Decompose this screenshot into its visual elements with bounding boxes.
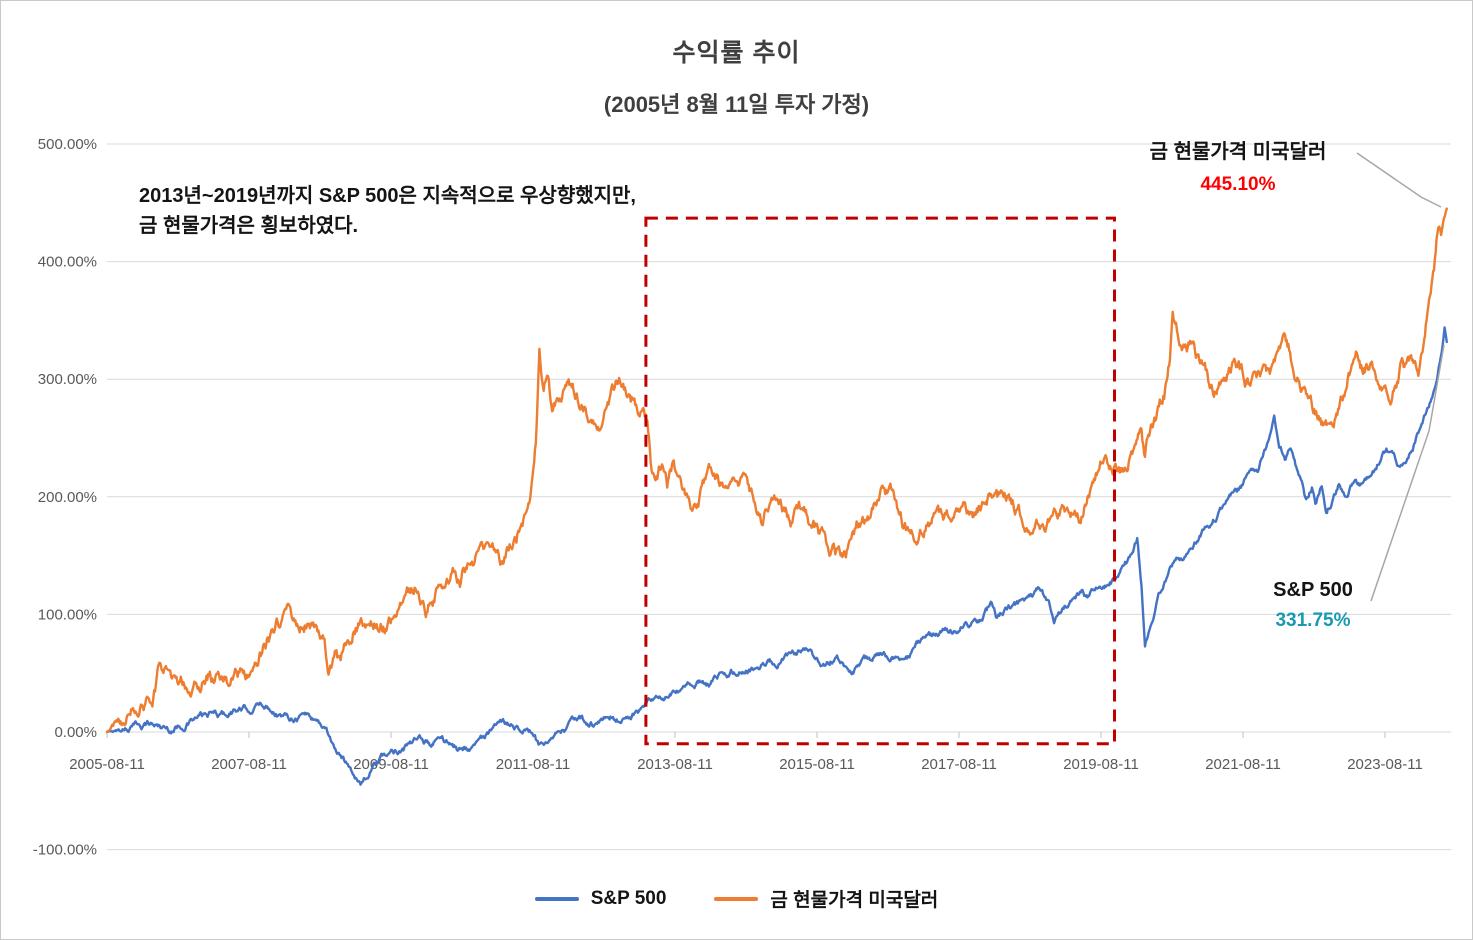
x-axis-label: 2007-08-11 xyxy=(211,756,287,773)
y-axis-label: 300.00% xyxy=(38,371,97,388)
legend-item-gold: 금 현물가격 미국달러 xyxy=(714,885,938,912)
y-axis-label: 400.00% xyxy=(38,254,97,271)
sp500-callout: S&P 500 331.75% xyxy=(1243,579,1383,632)
y-axis-label: 500.00% xyxy=(38,136,97,153)
sp500-line xyxy=(105,326,1448,786)
x-axis-label: 2023-08-11 xyxy=(1347,756,1423,773)
gold-leader-line xyxy=(1356,152,1442,208)
x-axis-label: 2019-08-11 xyxy=(1063,756,1139,773)
y-axis-label: 0.00% xyxy=(54,724,97,741)
legend-swatch-gold-icon xyxy=(714,896,759,901)
highlight-box xyxy=(644,216,1117,746)
gold-line xyxy=(105,207,1448,734)
legend-item-sp500: S&P 500 xyxy=(534,887,667,910)
x-axis-label: 2013-08-11 xyxy=(637,756,713,773)
x-axis-label: 2021-08-11 xyxy=(1205,756,1281,773)
sp500-callout-label: S&P 500 xyxy=(1273,579,1353,601)
x-axis-label: 2015-08-11 xyxy=(779,756,855,773)
x-axis-label: 2011-08-11 xyxy=(496,756,571,773)
x-axis-label: 2017-08-11 xyxy=(921,756,997,773)
y-axis-label: 200.00% xyxy=(38,489,97,506)
chart-title: 수익률 추이 xyxy=(672,39,801,67)
y-axis-label: -100.00% xyxy=(33,842,97,859)
chart-subtitle: (2005년 8월 11일 투자 가정) xyxy=(603,92,870,117)
y-axis-label: 100.00% xyxy=(38,606,97,623)
sp500-leader-line xyxy=(1370,344,1445,602)
x-axis-label: 2005-08-11 xyxy=(69,756,145,773)
gold-callout-value: 445.10% xyxy=(1200,174,1276,195)
legend-swatch-sp500-icon xyxy=(534,896,579,901)
gold-callout-label: 금 현물가격 미국달러 xyxy=(1149,141,1327,163)
legend-label-sp500: S&P 500 xyxy=(590,887,667,909)
legend: S&P 500 금 현물가격 미국달러 xyxy=(1,885,1472,912)
sp500-callout-value: 331.75% xyxy=(1275,610,1351,631)
legend-label-gold: 금 현물가격 미국달러 xyxy=(770,890,939,911)
x-axis-label: 2009-08-11 xyxy=(353,756,429,773)
commentary-annotation: 2013년~2019년까지 S&P 500은 지속적으로 우상향했지만, 금 현… xyxy=(139,185,636,237)
gold-callout: 금 현물가격 미국달러 445.10% xyxy=(1115,135,1361,196)
